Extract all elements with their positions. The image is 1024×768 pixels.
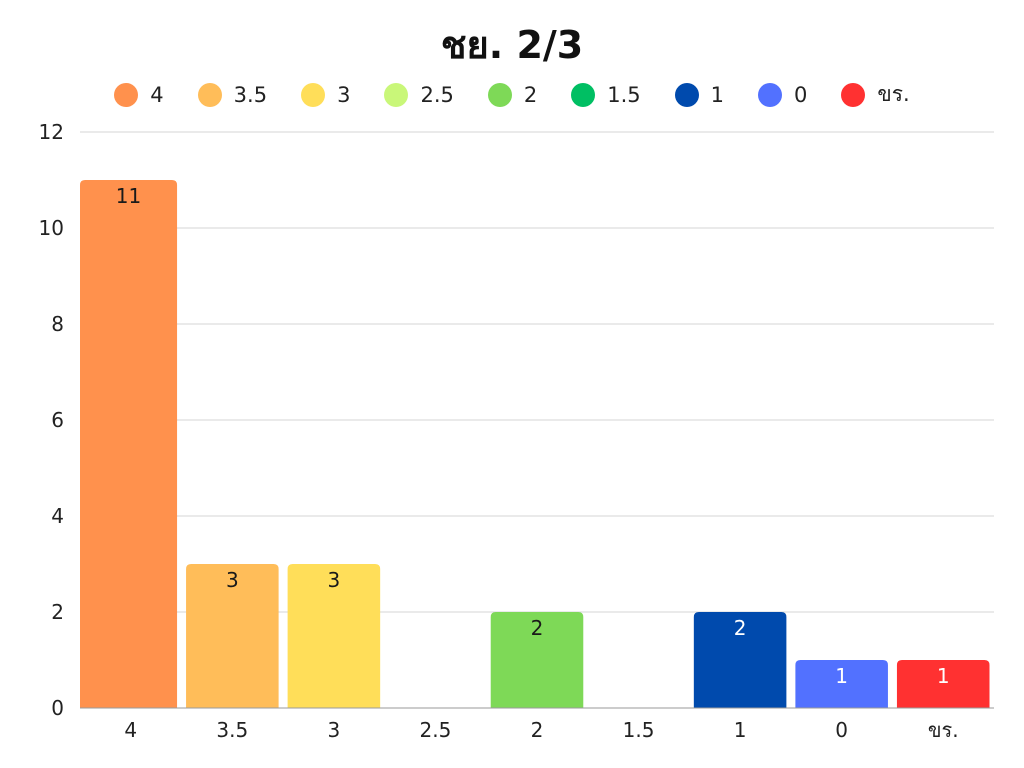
legend-swatch	[487, 82, 512, 107]
legend-item: 1	[674, 82, 725, 107]
legend-swatch	[571, 82, 596, 107]
legend-item: ขร.	[841, 78, 910, 111]
bar-value-label: 1	[835, 664, 848, 688]
legend-swatch	[841, 82, 866, 107]
bar	[896, 660, 990, 708]
x-tick-label: 3	[328, 718, 341, 742]
legend-item: 4	[114, 82, 164, 107]
bar	[186, 564, 279, 708]
bar	[795, 660, 888, 708]
bar-value-label: 11	[116, 184, 141, 208]
y-tick-label: 2	[51, 600, 64, 624]
legend-label: 1	[710, 82, 725, 107]
bar	[80, 180, 178, 708]
legend-label: ขร.	[877, 82, 910, 106]
bar	[490, 612, 584, 708]
bar-value-label: 1	[937, 664, 950, 688]
legend-label: 4	[150, 82, 164, 107]
legend-swatch	[114, 82, 139, 107]
chart-title: ชย. 2/3	[440, 23, 584, 67]
legend-item: 2.5	[384, 82, 454, 107]
legend-item: 3.5	[197, 82, 268, 107]
legend: 4 3.5 3 2.5 2 1.5 1 0 ขร.	[0, 78, 1024, 111]
bar-value-label: 2	[734, 616, 747, 640]
y-tick-label: 6	[51, 408, 64, 432]
bar-value-label: 3	[328, 568, 341, 592]
legend-swatch	[384, 82, 409, 107]
legend-swatch	[301, 82, 326, 107]
x-tick-label: 1.5	[623, 718, 655, 742]
bar	[693, 612, 787, 708]
y-tick-label: 0	[51, 696, 64, 720]
legend-item: 0	[758, 82, 808, 107]
x-tick-label: 0	[835, 718, 848, 742]
bar-value-label: 2	[531, 616, 544, 640]
y-tick-label: 4	[51, 504, 64, 528]
bar	[287, 564, 381, 708]
y-tick-label: 10	[39, 216, 64, 240]
legend-item: 1.5	[571, 82, 641, 107]
x-tick-label: 1	[734, 718, 747, 742]
legend-swatch	[197, 82, 222, 107]
legend-label: 2.5	[420, 82, 454, 107]
x-tick-label: ขร.	[928, 718, 959, 742]
x-tick-label: 4	[124, 718, 137, 742]
x-tick-label: 2	[531, 718, 544, 742]
y-tick-label: 8	[51, 312, 64, 336]
legend-label: 2	[523, 82, 538, 107]
legend-label: 1.5	[607, 82, 641, 107]
legend-label: 0	[794, 82, 808, 107]
y-tick-label: 12	[39, 120, 64, 144]
legend-item: 2	[487, 82, 538, 107]
legend-label: 3	[337, 82, 351, 107]
legend-label: 3.5	[233, 82, 268, 107]
x-tick-label: 2.5	[420, 718, 452, 742]
legend-item: 3	[301, 82, 351, 107]
legend-swatch	[674, 82, 699, 107]
bar-value-label: 3	[226, 568, 239, 592]
x-tick-label: 3.5	[216, 718, 248, 742]
legend-swatch	[758, 82, 783, 107]
